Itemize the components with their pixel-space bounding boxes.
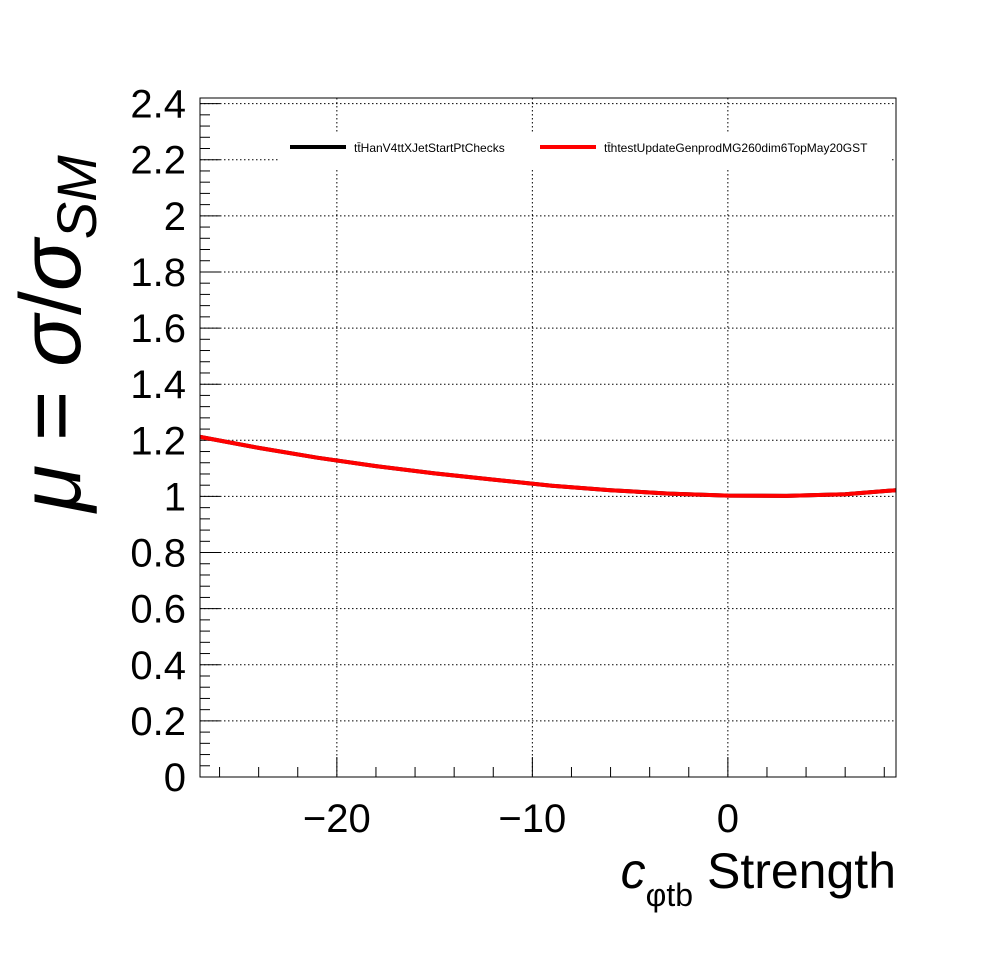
legend-label-0: tt̄HanV4ttXJetStartPtChecks <box>354 141 505 155</box>
legend-box <box>280 132 892 168</box>
y-axis-sigma-sm: σ <box>3 236 99 291</box>
y-tick-label: 0 <box>164 756 186 800</box>
y-axis-mu: μ <box>3 465 99 514</box>
x-tick-label: −10 <box>498 797 566 841</box>
x-axis-title: cφtb Strength <box>621 843 896 913</box>
x-axis-suffix: Strength <box>693 843 896 899</box>
series-line-1 <box>199 434 897 498</box>
y-tick-label: 1.4 <box>130 363 186 407</box>
y-tick-label: 1.2 <box>130 419 186 463</box>
tick-label-layer: 0 0.2 0.4 0.6 0.8 1 1.2 1.4 1.6 1.8 2 2.2 2.4 −20 −10 0 <box>130 83 739 841</box>
y-axis-slash: / <box>3 291 99 315</box>
plot-frame <box>199 97 897 778</box>
y-axis-equals: = <box>3 367 99 465</box>
x-axis-subscript: φtb <box>646 877 693 913</box>
y-axis-subscript: SM <box>45 155 108 239</box>
y-tick-label: 0.4 <box>130 644 186 688</box>
y-tick-label: 1.8 <box>130 251 186 295</box>
legend-label-1: tt̄htestUpdateGenprodMG260dim6TopMay20GS… <box>604 141 868 155</box>
y-tick-label: 2 <box>164 195 186 239</box>
x-tick-label: 0 <box>717 797 739 841</box>
y-axis-title: μ = σ/σSM <box>3 155 108 514</box>
x-axis-symbol: c <box>621 843 646 899</box>
y-tick-label: 0.6 <box>130 588 186 632</box>
series-layer <box>199 434 897 498</box>
y-tick-label: 2.4 <box>130 83 186 127</box>
legend: tt̄HanV4ttXJetStartPtChecks tt̄htestUpdat… <box>280 132 892 168</box>
y-tick-label: 0.2 <box>130 700 186 744</box>
x-tick-label: −20 <box>303 797 371 841</box>
y-tick-label: 2.2 <box>130 139 186 183</box>
y-tick-label: 1.6 <box>130 307 186 351</box>
y-tick-label: 1 <box>164 475 186 519</box>
y-tick-label: 0.8 <box>130 532 186 576</box>
y-axis-sigma: σ <box>3 312 99 367</box>
